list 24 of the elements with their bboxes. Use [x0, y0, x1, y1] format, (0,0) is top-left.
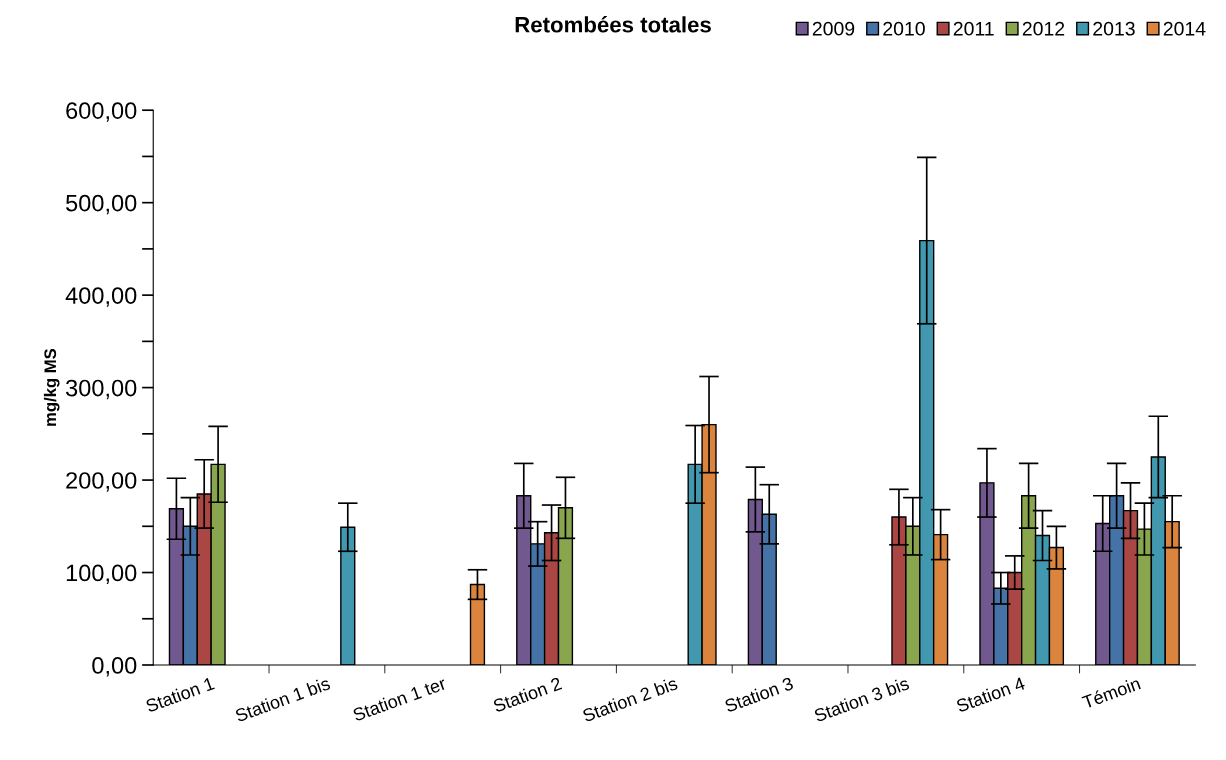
chart-title: Retombées totales: [515, 16, 711, 33]
y-tick-label: 100,00: [66, 564, 137, 585]
y-tick-label: 300,00: [65, 379, 137, 400]
y-tick-label: 200,00: [66, 472, 137, 492]
y-axis-title: mg/kg MS: [43, 348, 60, 426]
legend-label: 2011: [953, 21, 994, 36]
x-tick-label: Station 2 bis: [581, 676, 679, 723]
legend-label: 2014: [1163, 21, 1206, 36]
x-tick-label: Station 1 bis: [234, 676, 331, 723]
x-tick-label: Station 1 ter: [352, 676, 447, 722]
y-tick-label: 600,00: [66, 102, 137, 122]
x-tick-label: Témoin: [1081, 676, 1141, 710]
legend-label: 2012: [1022, 21, 1065, 36]
y-tick-label: 500,00: [66, 194, 137, 215]
x-tick-label: Station 3: [723, 676, 794, 713]
legend-label: 2013: [1093, 21, 1135, 36]
legend-label: 2009: [812, 21, 855, 36]
x-tick-label: Station 2: [492, 676, 563, 713]
x-tick-label: Station 3 bis: [813, 676, 910, 723]
x-tick-label: Station 4: [955, 676, 1026, 713]
x-tick-label: Station 1: [144, 676, 215, 713]
legend-label: 2010: [883, 21, 925, 36]
y-tick-label: 400,00: [65, 287, 137, 307]
y-tick-label: 0,00: [92, 657, 137, 677]
